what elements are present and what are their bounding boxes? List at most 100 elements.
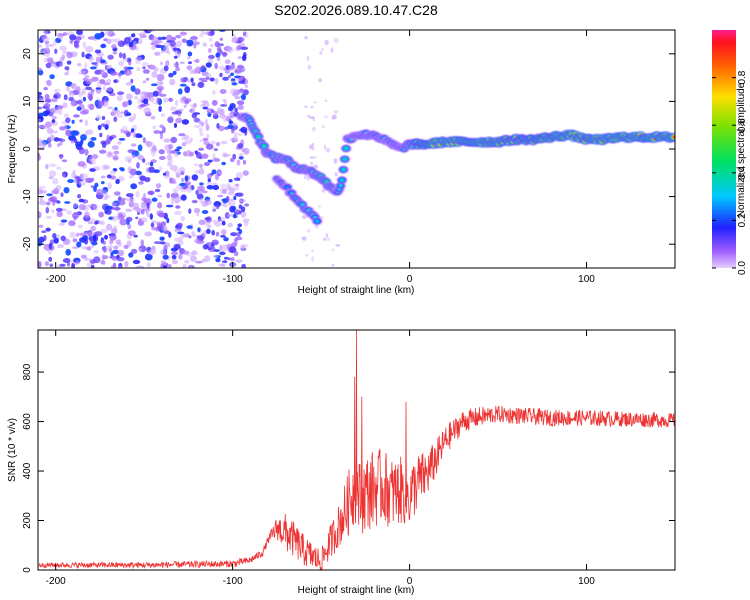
snr-x-axis-label: Height of straight line (km) (298, 585, 415, 596)
noise-blob (38, 97, 45, 104)
noise-blob (224, 59, 231, 64)
noise-blob (104, 119, 111, 126)
noise-blob (146, 262, 152, 268)
noise-blob (213, 110, 218, 117)
noise-blob (48, 242, 53, 250)
noise-blob (140, 239, 145, 247)
noise-blob (198, 219, 206, 226)
noise-blob (159, 236, 165, 241)
noise-blob (112, 225, 118, 233)
noise-blob (117, 72, 123, 77)
noise-blob (100, 228, 108, 233)
noise-blob (163, 45, 170, 53)
x-tick-label: -200 (46, 274, 66, 285)
colorbar-tick-label: 0.2 (737, 213, 748, 227)
noise-blob (228, 187, 235, 194)
noise-blob (97, 100, 105, 106)
noise-blob (77, 224, 83, 229)
noise-blob (231, 128, 235, 134)
noise-blob (174, 200, 179, 204)
noise-blob (99, 132, 103, 138)
noise-blob (38, 124, 44, 129)
noise-blob (91, 177, 95, 182)
noise-blob (132, 113, 137, 120)
noise-blob (202, 190, 208, 194)
noise-blob (227, 213, 235, 217)
colorbar-label: Normalized spectral amplitude (736, 82, 747, 217)
noise-blob (191, 113, 197, 119)
noise-blob (85, 129, 94, 135)
noise-blob (307, 64, 312, 70)
noise-blob (216, 123, 220, 129)
noise-blob (52, 130, 59, 134)
noise-blob (175, 50, 181, 58)
colorbar-tick-label: 0.4 (737, 165, 748, 179)
ridge-segment (256, 135, 261, 139)
noise-blob (229, 88, 237, 95)
noise-blob (333, 37, 339, 43)
noise-blob (61, 159, 68, 163)
noise-blob (78, 204, 86, 211)
noise-blob (229, 246, 237, 254)
noise-blob (71, 246, 79, 250)
noise-blob (62, 32, 68, 36)
noise-blob (243, 147, 250, 155)
noise-blob (220, 235, 226, 238)
noise-blob (101, 246, 110, 253)
noise-blob (212, 89, 216, 95)
noise-blob (93, 234, 97, 242)
noise-blob (70, 100, 76, 107)
noise-blob (212, 100, 218, 106)
noise-blob (78, 232, 86, 236)
noise-blob (301, 214, 307, 220)
noise-blob (172, 47, 180, 51)
noise-blob (63, 94, 68, 101)
noise-blob (158, 166, 163, 171)
noise-blob (221, 161, 226, 166)
noise-blob (39, 196, 43, 202)
noise-blob (130, 143, 137, 147)
noise-blob (107, 182, 113, 189)
noise-blob (229, 103, 236, 109)
noise-blob (156, 222, 162, 227)
noise-blob (242, 31, 247, 37)
noise-blob (73, 114, 80, 118)
noise-blob (44, 30, 48, 36)
ridge-segment (344, 147, 349, 150)
noise-blob (312, 116, 315, 122)
noise-blob (85, 86, 93, 91)
noise-blob (189, 137, 193, 142)
noise-blob (219, 113, 226, 119)
noise-blob (217, 218, 223, 222)
noise-blob (205, 124, 210, 131)
noise-blob (177, 240, 184, 246)
noise-blob (179, 31, 187, 36)
noise-blob (174, 210, 182, 216)
noise-blob (206, 224, 212, 229)
noise-blob (235, 259, 243, 263)
noise-blob (146, 202, 150, 209)
noise-blob (107, 106, 113, 110)
noise-blob (222, 51, 228, 58)
noise-blob (117, 249, 125, 257)
x-tick-label: -100 (223, 576, 243, 587)
noise-blob (75, 260, 80, 265)
noise-blob (109, 71, 118, 76)
noise-blob (167, 116, 174, 124)
noise-blob (114, 191, 121, 196)
noise-blob (231, 206, 236, 211)
noise-blob (142, 137, 146, 144)
noise-blob (177, 113, 181, 117)
noise-blob (324, 115, 328, 119)
noise-blob (230, 78, 236, 82)
noise-blob (81, 51, 85, 58)
noise-blob (142, 158, 146, 163)
noise-blob (49, 74, 55, 80)
spectrogram-y-axis-label: Frequency (Hz) (7, 115, 18, 184)
noise-blob (128, 116, 135, 123)
noise-blob (132, 259, 141, 265)
noise-blob (221, 220, 226, 226)
noise-blob (117, 265, 123, 268)
noise-blob (212, 205, 217, 210)
